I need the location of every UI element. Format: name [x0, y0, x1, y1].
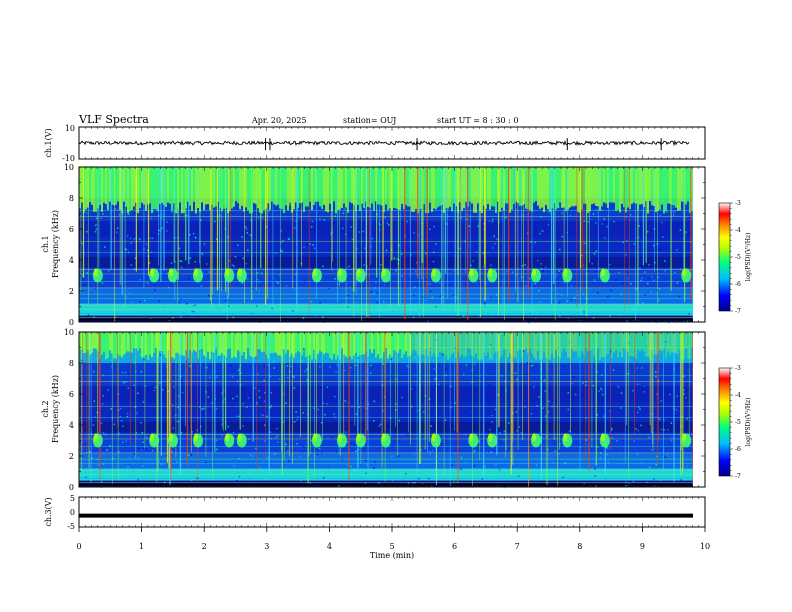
ch2-spectrogram — [78, 332, 705, 489]
spectrum-band — [79, 421, 693, 433]
spectrum-band — [79, 236, 693, 257]
ch2-freq-tick-2: 2 — [69, 452, 74, 461]
time-tick-label: 4 — [327, 542, 332, 551]
ch2-freq-tick-6: 6 — [69, 390, 74, 399]
ch1-ytick-top: 10 — [65, 124, 75, 133]
time-tick-label: 1 — [139, 542, 144, 551]
ch2-cb-tick-3: -3 — [735, 365, 741, 372]
spectrum-band — [79, 315, 693, 322]
time-tick-label: 9 — [640, 542, 645, 551]
ch2-freq-tick-10: 10 — [64, 328, 74, 337]
ch1-waveform-trace — [78, 138, 690, 151]
ch2-freq-tick-0: 0 — [69, 483, 74, 492]
ch2-freq-tick-4: 4 — [69, 421, 74, 430]
ch1-cb-label: log(PSD)(V²/Hz) — [745, 233, 752, 282]
spectrum-band — [79, 363, 693, 387]
ch2-freq-axis-label: Frequency (kHz) — [51, 375, 60, 443]
ch3-ytick-top: 5 — [70, 494, 75, 503]
ch3-ytick-mid: 0 — [70, 508, 75, 517]
spectrum-band — [79, 221, 693, 237]
ch2-spectrogram-panel: 0 2 4 6 8 10 ch.2 Frequency (kHz) -3 -4 … — [41, 328, 752, 492]
time-tick-label: 10 — [700, 542, 710, 551]
station-label: station= OUJ — [343, 116, 396, 125]
ch1-freq-tick-8: 8 — [69, 194, 74, 203]
figure-title: VLF Spectra — [78, 113, 149, 126]
start-time-label: start UT = 8 : 30 : 0 — [437, 116, 518, 125]
ch1-cb-tick-4: -4 — [735, 227, 741, 234]
ch2-cb-label: log(PSD)(V²/Hz) — [745, 398, 752, 447]
time-axis: 0 1 2 3 4 5 6 7 8 9 10 — [76, 527, 710, 551]
time-tick-label: 7 — [515, 542, 520, 551]
ch1-freq-tick-10: 10 — [64, 163, 74, 172]
ch2-cb-tick-6: -6 — [735, 446, 741, 453]
ch2-freq-tick-8: 8 — [69, 359, 74, 368]
ch2-cb-tick-5: -5 — [735, 419, 741, 426]
ch2-colorbar: -3 -4 -5 -6 -7 log(PSD)(V²/Hz) — [718, 365, 752, 480]
ch3-ylabel: ch.3(V) — [44, 497, 53, 526]
time-tick-label: 2 — [202, 542, 207, 551]
ch2-cb-tick-7: -7 — [735, 473, 741, 480]
date-label: Apr. 20, 2025 — [251, 116, 307, 125]
time-tick-label: 5 — [389, 542, 394, 551]
ch1-spectrogram — [79, 167, 705, 324]
ch1-cb-tick-7: -7 — [735, 308, 741, 315]
ch1-channel-label: ch.1 — [41, 235, 50, 252]
ch1-freq-axis-label: Frequency (kHz) — [51, 210, 60, 278]
time-tick-label: 3 — [264, 542, 269, 551]
time-tick-label: 8 — [577, 542, 582, 551]
ch1-freq-tick-4: 4 — [69, 256, 74, 265]
ch3-waveform-panel: 5 0 -5 ch.3(V) — [44, 494, 706, 531]
ch2-channel-label: ch.2 — [41, 400, 50, 417]
ch1-ylabel: ch.1(V) — [44, 128, 53, 157]
spectrum-band — [79, 452, 693, 469]
spectrum-band — [79, 401, 693, 422]
spectrum-band — [79, 256, 693, 268]
time-axis-label: Time (min) — [370, 551, 414, 560]
ch1-trace — [78, 139, 690, 147]
ch1-colorbar: -3 -4 -5 -6 -7 log(PSD)(V²/Hz) — [718, 200, 752, 315]
ch3-ytick-bottom: -5 — [67, 522, 75, 531]
spectrum-band — [79, 287, 693, 304]
time-tick-label: 6 — [452, 542, 457, 551]
ch1-ytick-bottom: -10 — [62, 154, 75, 163]
ch1-freq-tick-2: 2 — [69, 287, 74, 296]
ch1-freq-tick-0: 0 — [69, 318, 74, 327]
ch1-freq-tick-6: 6 — [69, 225, 74, 234]
ch1-cb-tick-6: -6 — [735, 281, 741, 288]
ch2-cb-tick-4: -4 — [735, 392, 741, 399]
time-tick-label: 0 — [76, 542, 81, 551]
ch1-waveform-panel: 10 -10 ch.1(V) — [44, 124, 706, 163]
ch1-cb-tick-3: -3 — [735, 200, 741, 207]
ch1-spectrogram-panel: 0 2 4 6 8 10 ch.1 Frequency (kHz) -3 -4 … — [41, 163, 752, 327]
spectrum-band — [79, 480, 693, 487]
ch1-cb-tick-5: -5 — [735, 254, 741, 261]
